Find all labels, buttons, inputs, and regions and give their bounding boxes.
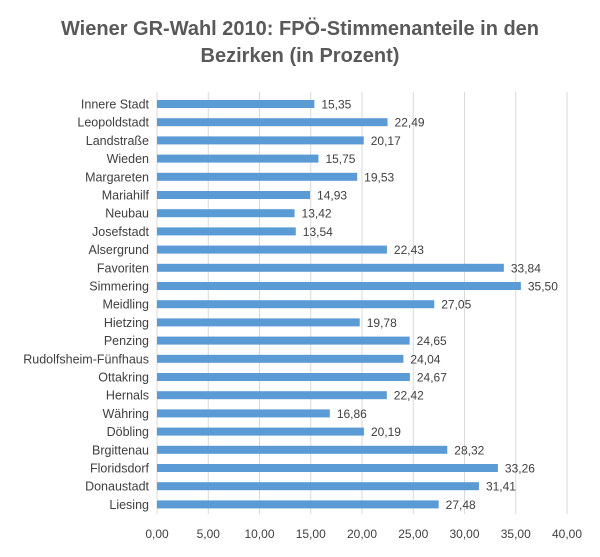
data-label: 19,53	[364, 170, 394, 184]
data-label: 14,93	[317, 189, 347, 203]
category-label: Josefstadt	[92, 225, 150, 239]
bar	[157, 482, 479, 491]
bar	[157, 336, 410, 345]
data-label: 20,19	[371, 425, 401, 439]
data-label: 19,78	[367, 316, 397, 330]
x-tick-label: 25,00	[398, 527, 428, 541]
category-label: Favoriten	[97, 261, 149, 275]
bar	[157, 427, 364, 436]
bar	[157, 354, 404, 363]
category-label: Meidling	[102, 298, 149, 312]
data-label: 22,42	[394, 389, 424, 403]
category-label: Neubau	[105, 207, 149, 221]
data-label: 31,41	[486, 480, 516, 494]
data-label: 20,17	[371, 134, 401, 148]
bar	[157, 445, 448, 454]
bar	[157, 154, 319, 163]
data-label: 13,42	[302, 207, 332, 221]
data-label: 35,50	[528, 280, 558, 294]
category-label: Brgittenau	[92, 443, 149, 457]
bar	[157, 263, 504, 272]
category-label: Margareten	[85, 170, 149, 184]
category-label: Ottakring	[98, 371, 149, 385]
bar	[157, 136, 364, 145]
x-tick-label: 40,00	[552, 527, 582, 541]
bar	[157, 391, 387, 400]
category-label: Donaustadt	[85, 480, 149, 494]
bar	[157, 245, 387, 254]
x-tick-label: 0,00	[145, 527, 169, 541]
category-label: Leopoldstadt	[77, 116, 149, 130]
bars	[157, 100, 521, 509]
value-labels: 15,35 22,49 20,17 15,75 19,53 14,93 13,42 13,54…	[302, 98, 559, 512]
category-label: Landstraße	[86, 134, 149, 148]
category-label: Hietzing	[104, 316, 149, 330]
x-axis-tick-labels: 0,00 5,00 10,00 15,00 20,00 25,00 30,00 35,00 40…	[145, 527, 582, 541]
bar	[157, 172, 358, 181]
bar	[157, 227, 296, 236]
x-tick-label: 35,00	[501, 527, 531, 541]
x-tick-label: 20,00	[347, 527, 377, 541]
chart-title: Wiener GR-Wahl 2010: FPÖ-Stimmenanteile …	[0, 16, 600, 70]
x-tick-label: 5,00	[197, 527, 221, 541]
data-label: 16,86	[337, 407, 367, 421]
bar	[157, 100, 315, 108]
bar	[157, 373, 410, 381]
category-label: Penzing	[104, 334, 149, 348]
category-label: Döbling	[107, 425, 149, 439]
data-label: 33,84	[511, 261, 541, 275]
x-tick-label: 30,00	[449, 527, 479, 541]
bar	[157, 118, 388, 127]
data-label: 27,05	[441, 298, 471, 312]
category-labels: Innere Stadt Leopoldstadt Landstraße Wieden…	[23, 98, 149, 512]
category-label: Liesing	[109, 498, 149, 512]
chart-title-line-1: Wiener GR-Wahl 2010: FPÖ-Stimmenanteile …	[60, 18, 540, 40]
bar	[157, 209, 295, 218]
x-tick-label: 15,00	[296, 527, 326, 541]
data-label: 27,48	[446, 498, 476, 512]
category-label: Währing	[102, 407, 149, 421]
data-label: 22,49	[395, 116, 425, 130]
x-tick-label: 10,00	[244, 527, 274, 541]
bar	[157, 464, 498, 472]
data-label: 15,35	[321, 98, 351, 112]
data-label: 22,43	[394, 243, 424, 257]
bar	[157, 282, 521, 290]
category-label: Innere Stadt	[81, 98, 150, 112]
data-label: 33,26	[505, 462, 535, 476]
chart-title-line-2: Bezirken (in Prozent)	[200, 45, 400, 67]
bar	[157, 500, 439, 509]
data-label: 15,75	[325, 152, 355, 166]
category-label: Alsergrund	[89, 243, 149, 257]
category-label: Simmering	[89, 280, 149, 294]
data-label: 24,67	[417, 371, 447, 385]
data-label: 13,54	[303, 225, 333, 239]
category-label: Mariahilf	[102, 189, 150, 203]
bar	[157, 191, 311, 199]
category-label: Floridsdorf	[90, 462, 150, 476]
category-label: Hernals	[106, 389, 149, 403]
data-label: 24,65	[417, 334, 447, 348]
category-label: Rudolfsheim-Fünfhaus	[23, 352, 149, 366]
bar	[157, 409, 330, 418]
bar	[157, 300, 435, 309]
category-label: Wieden	[107, 152, 149, 166]
data-label: 24,04	[410, 352, 440, 366]
data-label: 28,32	[454, 443, 484, 457]
bar	[157, 318, 360, 327]
